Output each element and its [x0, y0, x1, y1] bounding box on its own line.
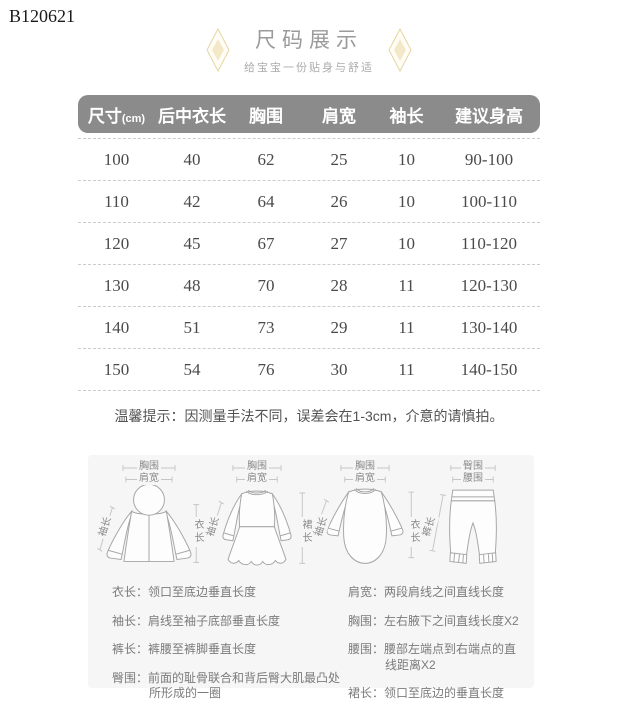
- table-cell: 100: [103, 149, 130, 169]
- table-cell: 10: [398, 233, 415, 253]
- measurement-label-shoulder: 肩宽: [137, 473, 161, 485]
- size-table-header: 尺寸(cm) 后中衣长 胸围 肩宽 袖长 建议身高: [78, 95, 540, 133]
- garment-diagrams: 胸围 肩宽 袖长 衣长 胸围 肩宽 袖长 裙长: [88, 455, 534, 579]
- table-cell: 40: [183, 149, 201, 169]
- dress-icon: [208, 465, 306, 566]
- column-header-shoulder: 肩宽: [322, 106, 356, 126]
- notice-text: 温馨提示：因测量手法不同，误差会在1-3cm，介意的请慎拍。: [114, 408, 504, 424]
- hooded-jacket-icon: [97, 465, 200, 563]
- table-cell: 110-120: [460, 233, 518, 253]
- table-cell: 42: [183, 191, 201, 211]
- table-cell: 100-110: [460, 191, 518, 211]
- table-cell: 110: [104, 191, 129, 211]
- measurement-label-chest: 胸围: [245, 461, 269, 473]
- definition-item: 胸围：左右腋下之间直线长度X2: [348, 613, 519, 628]
- table-row: 100 40 62 25 10 90-100: [78, 139, 540, 181]
- table-cell: 140-150: [460, 359, 518, 379]
- definitions-column-right: 肩宽：两段肩线之间直线长度 胸围：左右腋下之间直线长度X2 腰围：腰部左端点到右…: [346, 585, 522, 715]
- diagram-dress: 胸围 肩宽 袖长 裙长: [204, 461, 311, 579]
- measurement-label-length: 衣长: [407, 517, 419, 547]
- diagram-hooded-jacket: 胸围 肩宽 袖长 衣长: [96, 461, 203, 579]
- table-cell: 10: [398, 191, 415, 211]
- definition-item: 裤长：裤腰至裤脚垂直长度: [112, 642, 257, 657]
- table-cell: 48: [183, 275, 201, 295]
- measurement-label-shoulder: 肩宽: [353, 473, 377, 485]
- table-cell: 11: [398, 317, 415, 337]
- size-unit: (cm): [121, 112, 146, 125]
- table-cell: 70: [257, 275, 275, 295]
- diamond-icon: [205, 27, 231, 73]
- table-cell: 140: [103, 317, 130, 337]
- table-cell: 30: [330, 359, 348, 379]
- column-header-back-length: 后中衣长: [158, 106, 226, 126]
- measurement-label-skirt-length: 裙长: [299, 517, 311, 547]
- definition-item: 臀围：前面的耻骨联合和背后臀大肌最凸处所形成的一圈: [112, 670, 341, 701]
- table-cell: 90-100: [464, 149, 514, 169]
- diagram-bodysuit: 胸围 肩宽 袖长 衣长: [312, 461, 419, 579]
- page-subtitle: 给宝宝一份贴身与舒适: [244, 62, 374, 74]
- definition-item: 腰围：腰部左端点到右端点的直线距离X2: [348, 642, 517, 672]
- size-table: 尺寸(cm) 后中衣长 胸围 肩宽 袖长 建议身高 100 40 62 25 1…: [78, 95, 540, 391]
- diagram-pants: 臀围 腰围 裤长: [420, 461, 526, 579]
- measurement-label-chest: 胸围: [353, 461, 377, 473]
- measurement-label-chest: 胸围: [137, 461, 161, 473]
- definition-item: 肩宽：两段肩线之间直线长度: [348, 585, 505, 599]
- diamond-icon: [387, 27, 413, 73]
- bodysuit-icon: [312, 465, 415, 564]
- table-row: 130 48 70 28 11 120-130: [78, 265, 540, 307]
- table-row: 140 51 73 29 11 130-140: [78, 307, 540, 349]
- definitions-list: 衣长：领口至底边垂直长度 袖长：肩线至袖子底部垂直长度 裤长：裤腰至裤脚垂直长度…: [88, 579, 534, 715]
- table-cell: 11: [398, 275, 415, 295]
- column-header-sleeve: 袖长: [389, 106, 424, 126]
- measurement-label-hip: 臀围: [461, 461, 485, 473]
- definition-item: 衣长：领口至底边垂直长度: [112, 585, 257, 599]
- table-row: 150 54 76 30 11 140-150: [78, 349, 540, 391]
- table-cell: 28: [330, 275, 348, 295]
- table-cell: 25: [330, 149, 348, 169]
- measurement-label-waist: 腰围: [461, 473, 485, 485]
- measurement-label-shoulder: 肩宽: [245, 473, 269, 485]
- table-cell: 54: [183, 359, 201, 379]
- table-cell: 51: [183, 317, 201, 337]
- table-cell: 130-140: [460, 317, 518, 337]
- page-header: 尺码展示 给宝宝一份贴身与舒适: [0, 24, 618, 75]
- table-cell: 45: [183, 233, 201, 253]
- definition-item: 袖长：肩线至袖子底部垂直长度: [112, 613, 281, 628]
- definition-item: 裙长：领口至底边的垂直长度: [348, 686, 505, 701]
- product-code: B120621: [9, 6, 76, 26]
- table-cell: 150: [103, 359, 130, 379]
- definitions-column-left: 衣长：领口至底边垂直长度 袖长：肩线至袖子底部垂直长度 裤长：裤腰至裤脚垂直长度…: [112, 585, 346, 715]
- table-cell: 11: [398, 359, 415, 379]
- title-block: 尺码展示 给宝宝一份贴身与舒适: [244, 24, 374, 75]
- table-row: 110 42 64 26 10 100-110: [78, 181, 540, 223]
- table-row: 120 45 67 27 10 110-120: [78, 223, 540, 265]
- table-cell: 120-130: [460, 275, 518, 295]
- table-cell: 67: [257, 233, 275, 253]
- column-header-chest: 胸围: [249, 106, 283, 126]
- table-cell: 26: [330, 191, 348, 211]
- table-cell: 64: [257, 191, 275, 211]
- table-cell: 27: [330, 233, 348, 253]
- table-cell: 29: [330, 317, 348, 337]
- measurement-panel: 胸围 肩宽 袖长 衣长 胸围 肩宽 袖长 裙长: [88, 455, 534, 700]
- table-cell: 62: [257, 149, 275, 169]
- table-cell: 10: [398, 149, 415, 169]
- table-cell: 120: [103, 233, 130, 253]
- measurement-label-length: 衣长: [191, 517, 203, 547]
- table-cell: 130: [103, 275, 130, 295]
- pants-icon: [429, 465, 497, 564]
- table-cell: 73: [257, 317, 275, 337]
- column-header-height: 建议身高: [455, 106, 523, 126]
- column-header-size: 尺寸(cm): [87, 106, 146, 126]
- table-cell: 76: [257, 359, 275, 379]
- size-table-body: 100 40 62 25 10 90-100 110 42 64 26 10 1…: [78, 138, 540, 391]
- page-title: 尺码展示: [255, 29, 363, 52]
